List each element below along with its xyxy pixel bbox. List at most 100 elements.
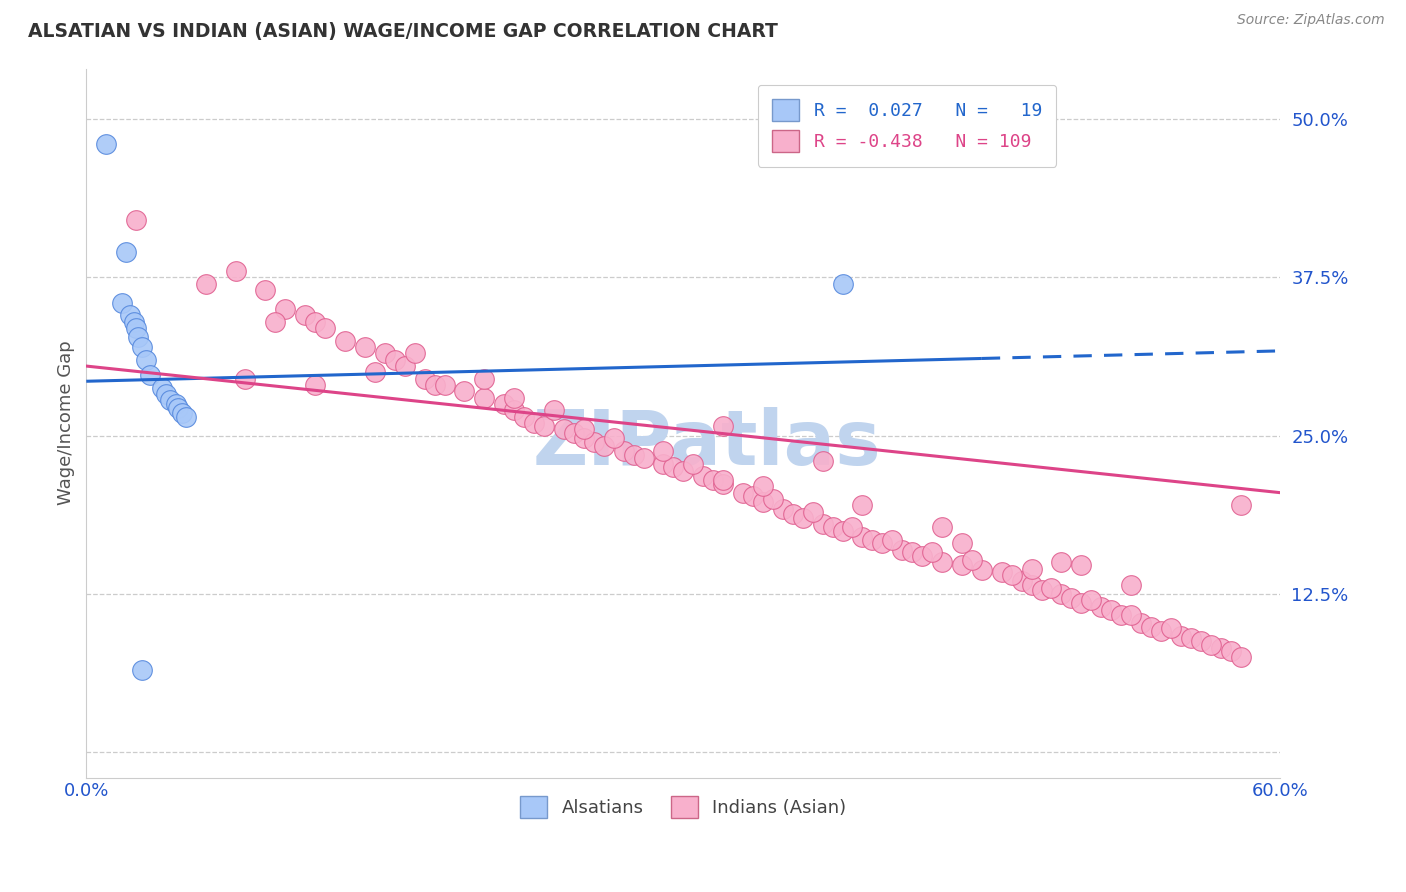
Point [1140,620,1163,634]
Point [1070,558,1092,572]
Point [96,137,118,152]
Point [602,431,624,445]
Point [662,460,685,475]
Point [792,511,814,525]
Point [1170,629,1192,643]
Point [314,321,336,335]
Point [1119,578,1142,592]
Point [921,545,943,559]
Point [782,507,804,521]
Point [752,479,775,493]
Text: ZIPatlas: ZIPatlas [533,408,882,482]
Point [1109,608,1132,623]
Point [125,213,148,227]
Point [821,520,844,534]
Point [851,530,873,544]
Legend: Alsatians, Indians (Asian): Alsatians, Indians (Asian) [513,789,853,825]
Point [111,295,134,310]
Point [513,409,536,424]
Point [159,393,181,408]
Point [911,549,934,563]
Point [562,426,585,441]
Point [652,457,675,471]
Point [254,283,277,297]
Point [613,443,636,458]
Point [1021,561,1043,575]
Point [1229,650,1251,665]
Point [1209,641,1232,656]
Point [1219,644,1241,658]
Point [891,542,914,557]
Point [125,321,148,335]
Point [1021,578,1043,592]
Point [702,473,724,487]
Point [990,566,1012,580]
Point [711,476,734,491]
Point [811,454,834,468]
Point [453,384,475,399]
Point [333,334,356,348]
Point [711,473,734,487]
Point [304,315,326,329]
Point [235,372,257,386]
Point [553,422,575,436]
Point [384,352,406,367]
Point [623,448,645,462]
Point [931,555,953,569]
Point [841,520,863,534]
Point [652,443,675,458]
Point [1080,593,1102,607]
Point [503,403,526,417]
Point [1229,499,1251,513]
Point [950,558,973,572]
Point [404,346,426,360]
Point [1031,583,1053,598]
Point [682,457,704,471]
Point [166,401,188,415]
Point [494,397,516,411]
Text: Source: ZipAtlas.com: Source: ZipAtlas.com [1237,13,1385,28]
Point [831,277,853,291]
Point [772,502,794,516]
Point [139,368,162,382]
Point [413,372,436,386]
Point [752,494,775,508]
Point [1189,633,1212,648]
Point [433,378,456,392]
Point [155,387,177,401]
Point [872,536,894,550]
Text: ALSATIAN VS INDIAN (ASIAN) WAGE/INCOME GAP CORRELATION CHART: ALSATIAN VS INDIAN (ASIAN) WAGE/INCOME G… [28,22,778,41]
Point [264,315,287,329]
Point [533,418,555,433]
Point [354,340,377,354]
Point [762,491,785,506]
Point [1090,599,1112,614]
Point [592,439,614,453]
Point [304,378,326,392]
Point [692,469,714,483]
Point [931,520,953,534]
Point [472,372,495,386]
Point [472,391,495,405]
Point [127,330,149,344]
Point [882,533,904,547]
Point [831,524,853,538]
Point [122,315,145,329]
Point [120,309,142,323]
Point [1060,591,1083,605]
Point [633,451,655,466]
Point [131,663,153,677]
Point [170,406,193,420]
Point [194,277,217,291]
Point [811,517,834,532]
Point [1050,555,1073,569]
Point [901,545,924,559]
Point [1070,596,1092,610]
Point [1160,621,1182,635]
Point [1011,574,1033,589]
Point [374,346,396,360]
Point [543,403,565,417]
Point [860,533,883,547]
Point [1199,638,1222,652]
Point [1150,624,1173,638]
